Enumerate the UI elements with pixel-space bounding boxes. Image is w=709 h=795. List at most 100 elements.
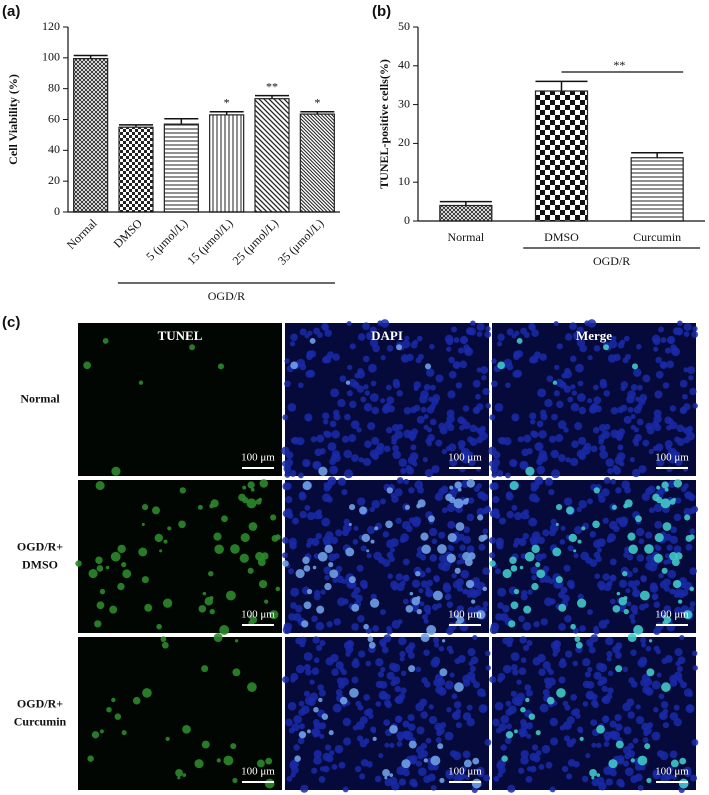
apoptotic-nucleus [295,568,305,579]
nucleus [396,477,404,484]
tunel-cell [109,605,118,614]
bar [163,123,199,213]
nucleus [597,538,606,547]
nucleus [684,770,692,778]
nucleus [407,651,415,659]
nucleus [531,574,537,581]
apoptotic-nucleus [615,665,623,673]
nucleus [590,634,599,643]
nucleus [491,358,497,364]
nucleus [385,701,392,709]
apoptotic-nucleus [627,633,637,643]
tunel-cell [209,595,214,601]
nucleus [687,691,694,697]
apoptotic-nucleus [524,551,535,562]
nucleus [446,601,454,608]
nucleus [512,669,519,676]
apoptotic-nucleus [321,713,329,720]
nucleus [573,526,583,535]
nucleus [298,700,305,707]
apoptotic-nucleus [684,514,691,521]
nucleus [351,454,359,462]
nucleus [520,755,529,765]
nucleus [571,390,578,396]
apoptotic-nucleus [415,570,421,577]
nucleus [342,523,352,533]
nucleus [596,742,602,749]
nucleus [603,741,610,747]
nucleus [683,322,692,331]
apoptotic-nucleus [596,724,605,734]
nucleus [284,482,292,491]
nucleus [469,424,478,433]
nucleus [429,554,438,562]
nucleus [389,547,396,553]
nucleus [543,677,551,685]
nucleus [481,375,487,381]
nucleus [380,609,386,616]
nucleus [599,585,605,591]
apoptotic-nucleus [420,633,430,643]
nucleus [571,440,579,448]
nucleus [304,696,314,706]
apoptotic-nucleus [612,605,621,613]
nucleus [362,322,370,331]
nucleus [548,489,555,496]
scale-bar-label: 100 μm [448,609,482,621]
nucleus [370,726,377,733]
nucleus [381,646,389,654]
nucleus [566,773,573,780]
nucleus [402,598,409,605]
nucleus [394,685,401,693]
nucleus [551,413,558,421]
apoptotic-nucleus [466,479,476,488]
nucleus [316,434,325,443]
nucleus [408,517,416,524]
nucleus [331,430,340,439]
nucleus [365,627,372,634]
nucleus [344,413,351,421]
nucleus [469,665,476,672]
nucleus [329,465,339,475]
nucleus [407,455,417,465]
nucleus [662,382,670,389]
nucleus [497,772,503,778]
nucleus [599,450,609,460]
apoptotic-nucleus [623,595,628,601]
apoptotic-nucleus [653,553,663,563]
micrograph: 100 μm [489,476,699,635]
micrograph: 100 μm [78,633,282,790]
tunel-cell [83,361,91,370]
nucleus [590,719,598,727]
column-header: DAPI [371,328,403,343]
nucleus [673,671,683,680]
nucleus [466,592,473,598]
nucleus [389,742,395,749]
nucleus [570,384,576,390]
nucleus [489,414,496,421]
micrograph: 100 μm [282,476,492,635]
nucleus [326,754,334,763]
apoptotic-nucleus [576,598,587,608]
nucleus [537,388,547,398]
apoptotic-nucleus [339,696,348,705]
scale-bar-label: 100 μm [655,452,689,464]
apoptotic-nucleus [416,608,422,615]
nucleus [660,337,667,344]
apoptotic-nucleus [455,615,460,619]
nucleus [610,574,616,580]
nucleus [691,505,699,513]
group-label: OGD/R [593,254,630,268]
nucleus [688,606,695,613]
nucleus [343,518,350,525]
nucleus [669,750,678,759]
nucleus [345,645,354,654]
nucleus [623,335,630,342]
apoptotic-nucleus [313,706,319,713]
nucleus [363,384,369,390]
nucleus [576,506,582,513]
nucleus [423,618,429,624]
nucleus [380,641,387,648]
nucleus [299,363,307,371]
nucleus [552,645,561,654]
